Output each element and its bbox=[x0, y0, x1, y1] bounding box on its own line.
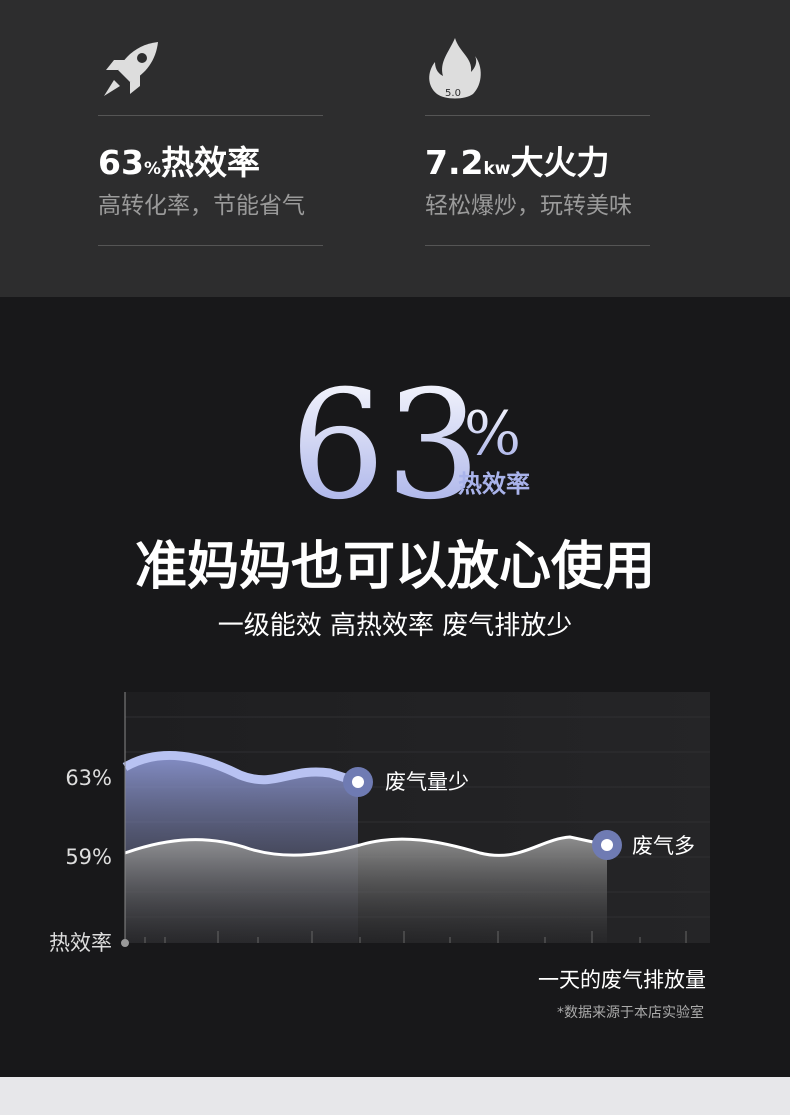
marker-dot bbox=[352, 776, 364, 788]
low-emission-curve bbox=[122, 750, 360, 787]
divider bbox=[425, 115, 650, 116]
y-axis-label: 热效率 bbox=[49, 931, 112, 955]
rocket-icon bbox=[104, 42, 158, 96]
note: *数据来源于本店实验室 bbox=[557, 1004, 704, 1021]
x-ticks bbox=[144, 931, 687, 943]
high-emission-area bbox=[125, 837, 607, 943]
features-panel: 63%热效率 高转化率，节能省气 5.0 7.2kw大火力 轻松爆炒，玩转美味 bbox=[0, 0, 790, 297]
divider bbox=[98, 115, 323, 116]
y-label: 63% bbox=[65, 766, 112, 790]
badge: 5.0 bbox=[445, 88, 461, 99]
annotation: 废气量少 bbox=[385, 770, 469, 794]
hero-caption: 热效率 bbox=[458, 470, 530, 498]
feature-desc: 轻松爆炒，玩转美味 bbox=[425, 193, 632, 219]
hero: 63 % 热效率 准妈妈也可以放心使用 一级能效 高热效率 废气排放少 63% … bbox=[49, 359, 710, 1021]
annotation: 废气多 bbox=[632, 834, 695, 858]
y-label: 59% bbox=[65, 845, 112, 869]
x-axis-label: 一天的废气排放量 bbox=[538, 968, 706, 992]
divider bbox=[98, 245, 323, 246]
feature-title: 7.2kw大火力 bbox=[425, 143, 610, 182]
feature-title: 63%热效率 bbox=[98, 143, 260, 182]
high-emission-curve bbox=[124, 835, 608, 857]
divider bbox=[425, 245, 650, 246]
hero-unit: % bbox=[464, 399, 521, 469]
origin bbox=[121, 939, 129, 947]
headline: 准妈妈也可以放心使用 bbox=[135, 537, 655, 597]
hero-number: 63 bbox=[290, 359, 481, 533]
subhead: 一级能效 高热效率 废气排放少 bbox=[218, 611, 573, 641]
footer-strip bbox=[0, 1077, 790, 1115]
marker-dot bbox=[601, 839, 613, 851]
feature-desc: 高转化率，节能省气 bbox=[98, 193, 305, 219]
flame-icon: 5.0 bbox=[429, 38, 481, 99]
